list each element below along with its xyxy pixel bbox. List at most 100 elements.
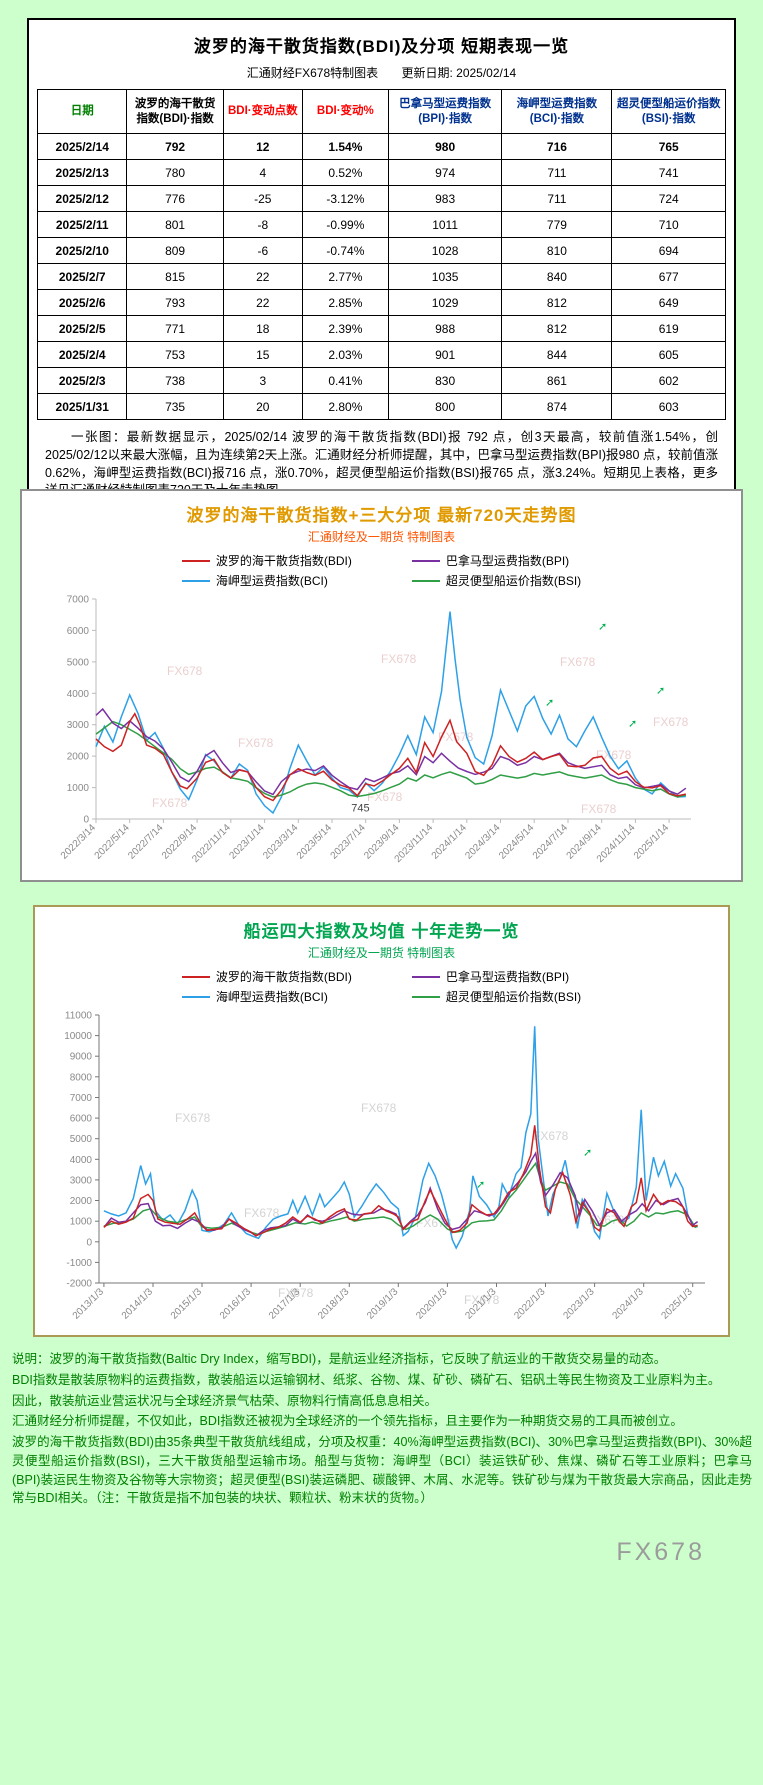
legend-item: 超灵便型船运价指数(BSI) — [411, 988, 582, 1005]
table-cell: 710 — [611, 211, 726, 238]
chart-10y-legend: 波罗的海干散货指数(BDI) 巴拿马型运费指数(BPI) 海岬型运费指数(BCI) 超… — [181, 968, 582, 1005]
svg-text:2023/1/14: 2023/1/14 — [227, 822, 267, 862]
legend-item: 波罗的海干散货指数(BDI) — [181, 968, 352, 985]
chart-720-plot: FX678 FX678 FX678 FX678 FX678 FX678 FX678 FX678… — [59, 595, 691, 865]
chart-720-legend: 波罗的海干散货指数(BDI) 巴拿马型运费指数(BPI) 海岬型运费指数(BCI) 超… — [181, 552, 582, 589]
table-cell: 2.85% — [301, 289, 389, 316]
table-cell: 741 — [611, 159, 726, 186]
table-cell: 0.41% — [301, 367, 389, 394]
chart-10y-panel: 船运四大指数及均值 十年走势一览 汇通财经及一期货 特制图表 波罗的海干散货指数… — [33, 905, 730, 1337]
column-header: 日期 — [36, 89, 128, 134]
table-row: 2025/2/12 776 -25 -3.12% 983 711 724 — [36, 185, 726, 212]
table-source: 汇通财经FX678特制图表 — [246, 66, 379, 80]
legend-label: 波罗的海干散货指数(BDI) — [215, 554, 352, 568]
table-cell: -25 — [222, 185, 303, 212]
svg-text:2020/1/3: 2020/1/3 — [414, 1286, 450, 1322]
table-cell: 2025/2/10 — [36, 237, 128, 264]
table-row: 2025/2/4 753 15 2.03% 901 844 605 — [36, 341, 726, 368]
legend-label: 超灵便型船运价指数(BSI) — [445, 574, 582, 588]
svg-text:2025/1/14: 2025/1/14 — [632, 822, 672, 862]
table-cell: 792 — [126, 133, 224, 160]
svg-text:2024/1/3: 2024/1/3 — [610, 1286, 646, 1322]
svg-text:0: 0 — [86, 1237, 92, 1248]
svg-text:6000: 6000 — [67, 626, 90, 637]
table-cell: -6 — [222, 237, 303, 264]
table-cell: 844 — [501, 341, 613, 368]
svg-text:2000: 2000 — [67, 752, 90, 763]
table-cell: 603 — [611, 393, 726, 420]
svg-text:FX678: FX678 — [167, 664, 203, 678]
table-cell: 22 — [222, 263, 303, 290]
column-header: BDI·变动点数 — [222, 89, 303, 134]
svg-text:0: 0 — [83, 815, 89, 826]
table-cell: 3 — [222, 367, 303, 394]
chart-720-subtitle: 汇通财经及一期货 特制图表 — [307, 530, 456, 544]
svg-text:2019/1/3: 2019/1/3 — [365, 1286, 401, 1322]
table-cell: 1035 — [387, 263, 503, 290]
footer-line: 因此，散装航运业营运状况与全球经济景气枯荣、原物料行情高低息息相关。 — [12, 1393, 438, 1408]
svg-text:2016/1/3: 2016/1/3 — [217, 1286, 253, 1322]
table-cell: 812 — [501, 289, 613, 316]
table-cell: 12 — [222, 133, 303, 160]
legend-label: 海岬型运费指数(BCI) — [215, 990, 328, 1004]
svg-text:9000: 9000 — [69, 1052, 92, 1063]
footer-line: 波罗的海干散货指数(BDI)由35条典型干散货航线组成，分项及权重：40%海岬型… — [12, 1435, 752, 1506]
table-cell: 801 — [126, 211, 224, 238]
table-cell: 2025/2/14 — [36, 133, 128, 160]
legend-line-swatch — [181, 975, 210, 978]
table-cell: 812 — [501, 315, 613, 342]
table-cell: 2025/2/3 — [36, 367, 128, 394]
svg-text:FX678: FX678 — [533, 1129, 569, 1143]
column-header: 波罗的海干散货指数(BDI)·指数 — [126, 89, 224, 134]
table-cell: 815 — [126, 263, 224, 290]
svg-text:FX678: FX678 — [361, 1101, 397, 1115]
legend-label: 超灵便型船运价指数(BSI) — [445, 990, 582, 1004]
svg-text:4000: 4000 — [69, 1155, 92, 1166]
table-cell: 779 — [501, 211, 613, 238]
svg-text:FX678: FX678 — [581, 802, 617, 816]
legend-label: 巴拿马型运费指数(BPI) — [445, 554, 570, 568]
svg-text:FX678: FX678 — [653, 715, 689, 729]
svg-text:FX678: FX678 — [244, 1206, 280, 1220]
table-cell: -8 — [222, 211, 303, 238]
svg-text:2013/1/3: 2013/1/3 — [70, 1286, 106, 1322]
svg-text:4000: 4000 — [67, 689, 90, 700]
svg-text:2023/7/14: 2023/7/14 — [329, 822, 369, 862]
svg-text:-2000: -2000 — [66, 1279, 92, 1290]
svg-text:2022/1/3: 2022/1/3 — [512, 1286, 548, 1322]
svg-text:2024/7/14: 2024/7/14 — [531, 822, 571, 862]
table-cell: 2025/2/4 — [36, 341, 128, 368]
legend-label: 海岬型运费指数(BCI) — [215, 574, 328, 588]
table-row: 2025/2/5 771 18 2.39% 988 812 619 — [36, 315, 726, 342]
svg-text:2000: 2000 — [69, 1196, 92, 1207]
table-cell: 2025/2/6 — [36, 289, 128, 316]
legend-line-swatch — [181, 559, 210, 562]
column-header: 海岬型运费指数(BCI)·指数 — [501, 89, 613, 134]
table-cell: 1029 — [387, 289, 503, 316]
table-row: 2025/1/31 735 20 2.80% 800 874 603 — [36, 393, 726, 420]
table-cell: -3.12% — [301, 185, 389, 212]
up-arrow-icon: ➚ — [583, 1147, 593, 1159]
svg-text:1000: 1000 — [67, 783, 90, 794]
svg-text:2025/1/3: 2025/1/3 — [659, 1286, 695, 1322]
table-cell: 2025/2/7 — [36, 263, 128, 290]
legend-item: 巴拿马型运费指数(BPI) — [411, 552, 581, 569]
column-header: 巴拿马型运费指数(BPI)·指数 — [387, 89, 503, 134]
table-cell: 780 — [126, 159, 224, 186]
svg-text:FX678: FX678 — [560, 655, 596, 669]
table-cell: 15 — [222, 341, 303, 368]
table-cell: 983 — [387, 185, 503, 212]
table-row: 2025/2/3 738 3 0.41% 830 861 602 — [36, 367, 726, 394]
up-arrow-icon: ➚ — [656, 685, 666, 697]
table-row: 2025/2/14 792 12 1.54% 980 716 765 — [36, 133, 726, 160]
table-cell: 738 — [126, 367, 224, 394]
table-cell: 2025/2/12 — [36, 185, 128, 212]
table-cell: 830 — [387, 367, 503, 394]
svg-text:2014/1/3: 2014/1/3 — [119, 1286, 155, 1322]
up-arrow-icon: ➚ — [628, 718, 638, 730]
table-cell: 677 — [611, 263, 726, 290]
svg-text:1000: 1000 — [69, 1217, 92, 1228]
svg-text:2023/3/14: 2023/3/14 — [261, 822, 301, 862]
table-cell: 649 — [611, 289, 726, 316]
table-cell: 22 — [222, 289, 303, 316]
